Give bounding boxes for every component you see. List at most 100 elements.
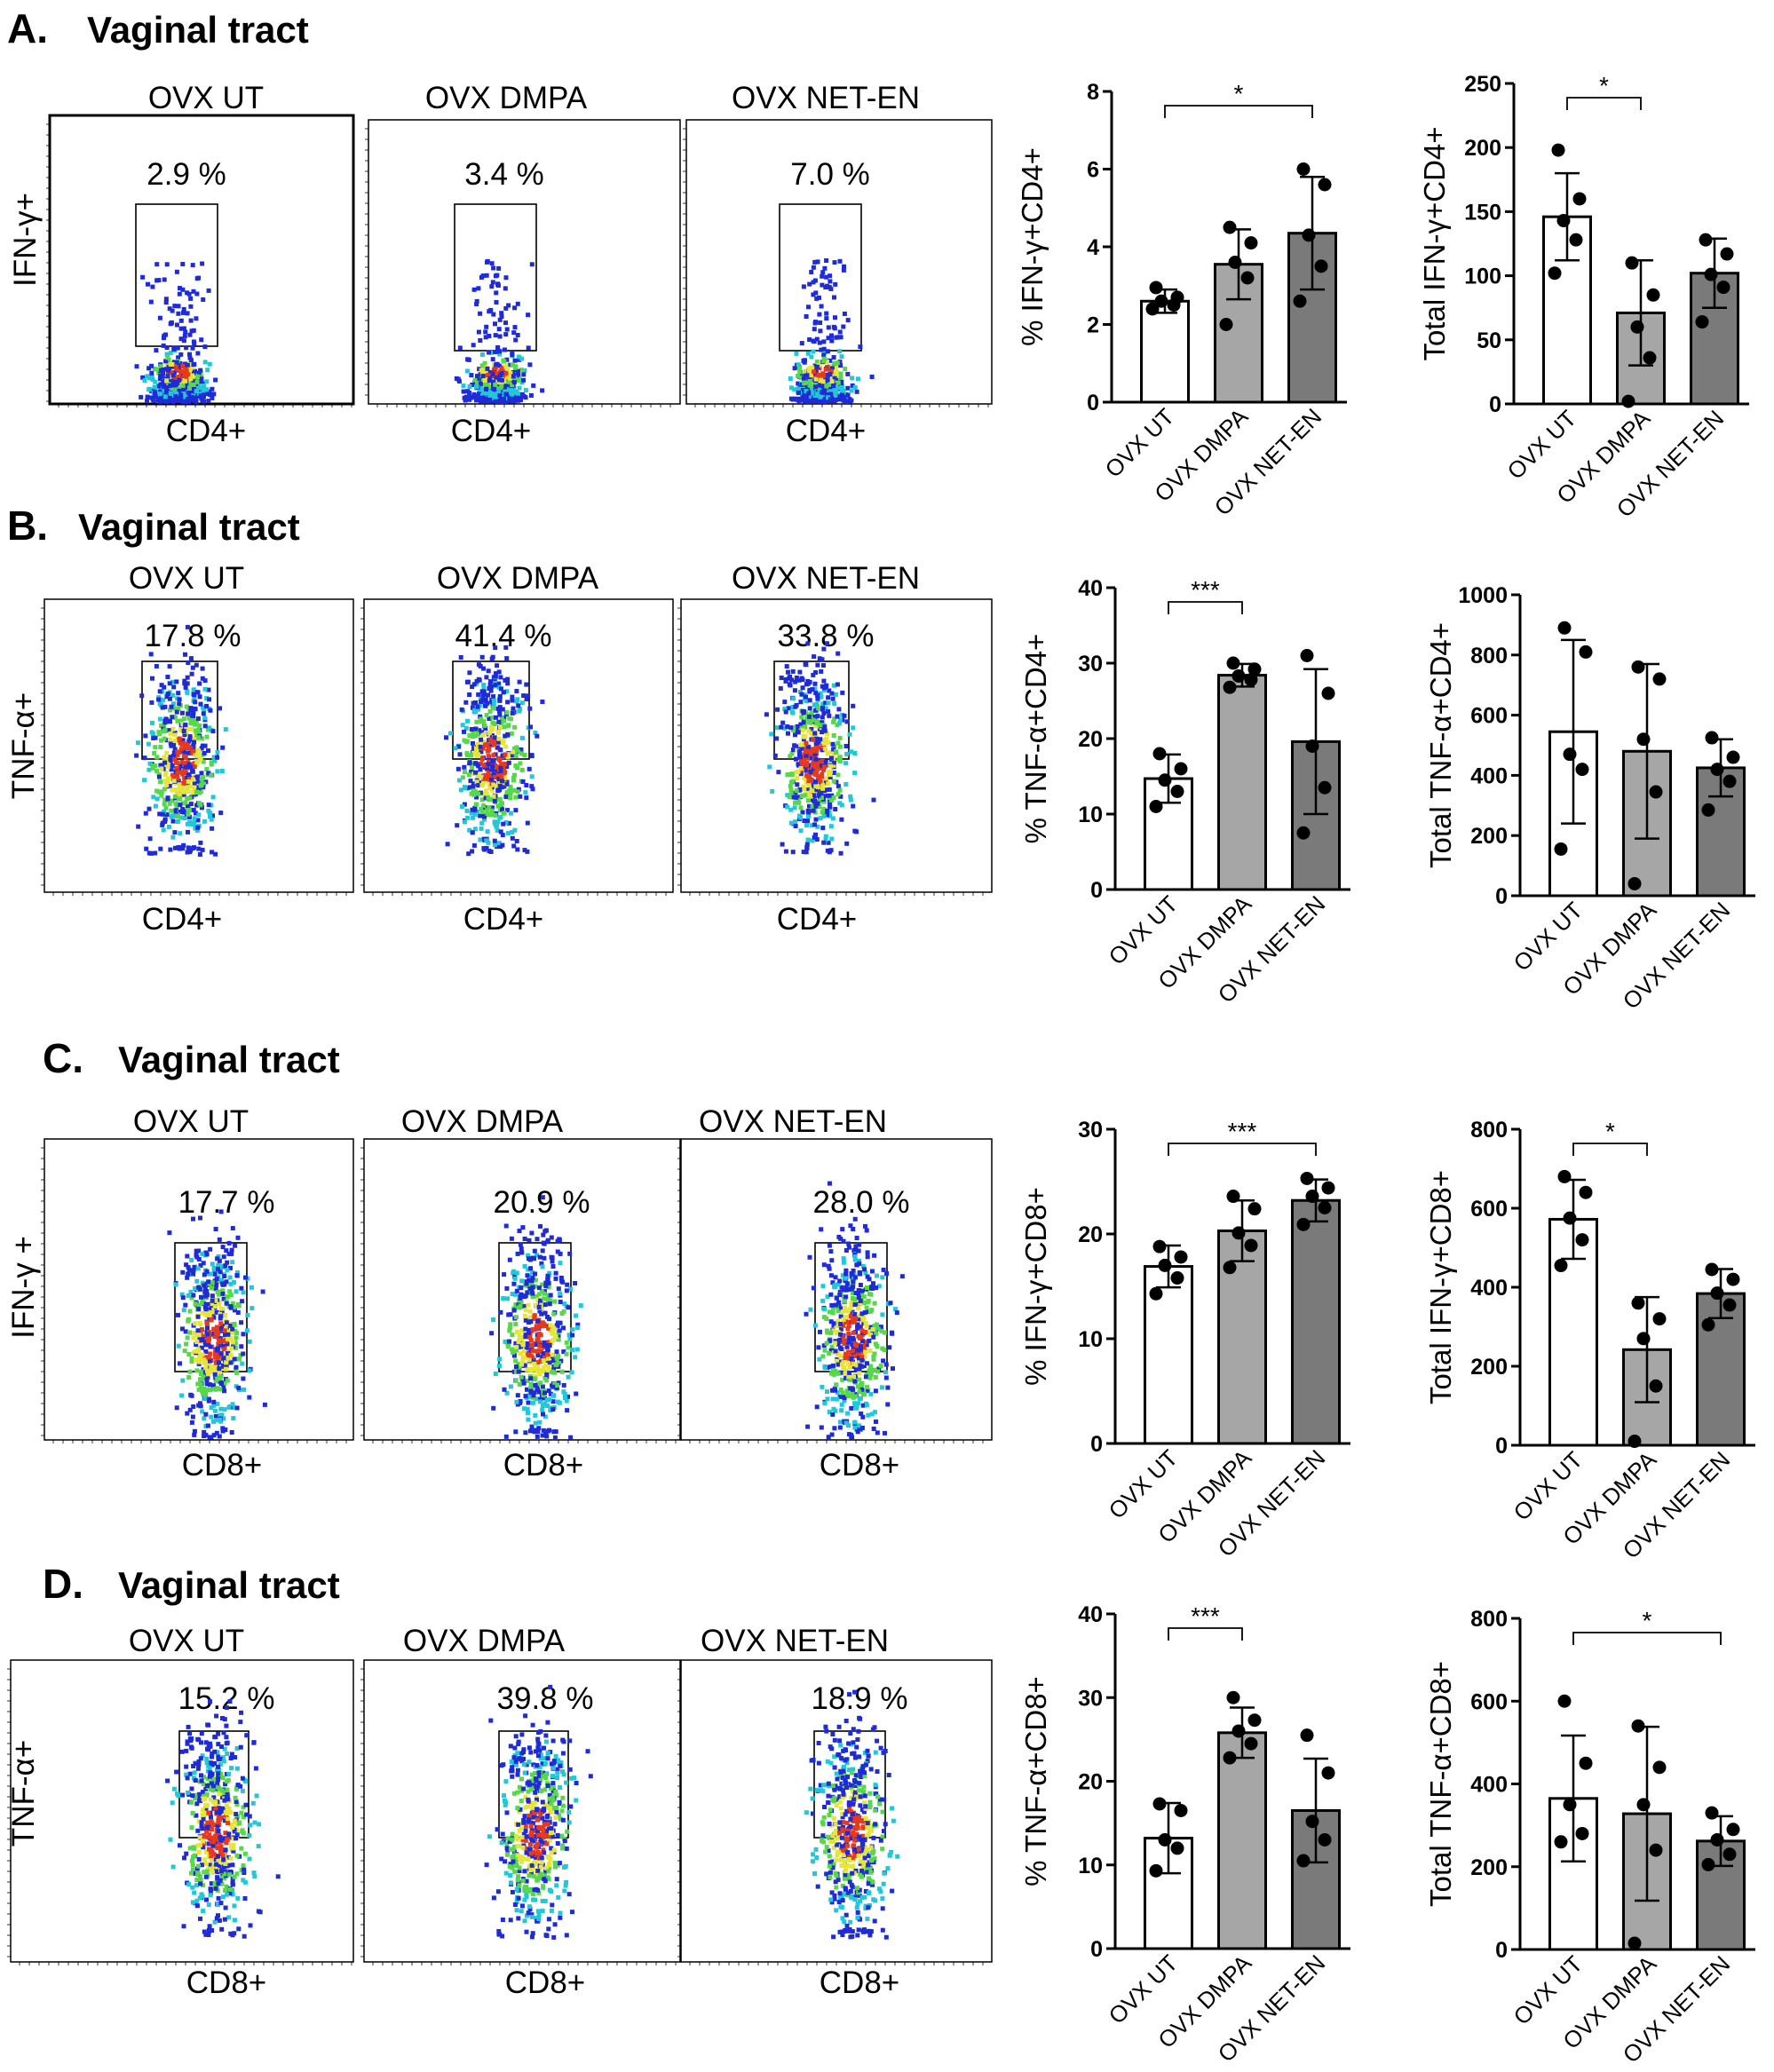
flow-axis-ticks [360, 607, 667, 896]
data-point [1321, 1766, 1335, 1780]
data-point [1170, 1841, 1184, 1855]
data-point [1232, 668, 1246, 683]
panel-title: Vaginal tract [78, 506, 300, 548]
data-point [1296, 1854, 1311, 1868]
y-tick-label: 200 [1464, 136, 1501, 161]
data-point [1704, 267, 1718, 281]
data-point [1219, 318, 1233, 331]
data-point [1556, 214, 1571, 228]
data-point [1293, 294, 1307, 308]
flow-plot-frame [363, 598, 674, 893]
flow-axis-ticks [683, 128, 989, 407]
data-point [1296, 826, 1311, 840]
y-tick-label: 0 [1489, 392, 1501, 417]
flow-gate-percentage: 3.4 % [464, 157, 544, 192]
data-point [1158, 1258, 1172, 1272]
data-point [1170, 290, 1184, 304]
flow-group-title: OVX UT [148, 81, 264, 115]
data-point [1636, 1332, 1651, 1346]
significance-label: *** [1228, 1118, 1257, 1145]
data-point [1174, 1250, 1188, 1264]
data-point [1625, 256, 1639, 270]
chart-y-label: Total TNF-α+CD4+ [1424, 622, 1457, 868]
data-point [1240, 271, 1255, 285]
flow-events [165, 1699, 281, 1939]
flow-group-title: OVX DMPA [437, 561, 599, 596]
data-point [1296, 162, 1311, 176]
y-tick-label: 30 [1078, 1118, 1103, 1143]
flow-gate-percentage: 20.9 % [494, 1185, 590, 1220]
significance-label: *** [1191, 1602, 1220, 1630]
y-tick-label: 0 [1090, 1937, 1103, 1962]
flow-axis-ticks [41, 1147, 347, 1443]
y-tick-label: 250 [1464, 72, 1501, 97]
flow-x-label: CD8+ [820, 1965, 899, 2000]
data-point [1223, 220, 1237, 234]
data-point [1569, 233, 1583, 247]
y-tick-label: 30 [1078, 1686, 1103, 1711]
data-point [1318, 1832, 1332, 1847]
data-point [1226, 1690, 1240, 1704]
y-tick-label: 2 [1087, 313, 1099, 338]
panel-letter: B. [7, 502, 48, 549]
y-tick-label: 0 [1087, 391, 1099, 415]
data-point [1699, 233, 1713, 247]
data-point [1643, 351, 1657, 365]
flow-x-label: CD8+ [505, 1965, 585, 2000]
significance-label: * [1599, 72, 1609, 99]
data-point [1631, 1296, 1645, 1310]
y-tick-label: 100 [1464, 265, 1501, 289]
flow-events [804, 1181, 905, 1440]
data-point [1152, 1797, 1167, 1811]
data-point [1579, 1756, 1593, 1770]
data-point [1305, 1815, 1319, 1829]
flow-plot-frame [10, 1659, 354, 1963]
significance-label: *** [1191, 576, 1220, 604]
flow-plot-frame [44, 598, 354, 893]
data-point [1720, 247, 1734, 261]
data-point [1579, 1185, 1593, 1199]
significance-label: * [1643, 1607, 1652, 1634]
flow-axis-ticks [365, 128, 671, 407]
chart-y-label: % IFN-γ+CD8+ [1019, 1187, 1052, 1386]
y-tick-label: 40 [1078, 576, 1103, 601]
flow-group-title: OVX UT [133, 1104, 249, 1139]
data-point [1300, 1728, 1314, 1743]
y-tick-label: 20 [1078, 1770, 1103, 1795]
data-point [1300, 1171, 1314, 1185]
y-tick-label: 10 [1078, 803, 1103, 827]
data-point [1575, 1826, 1589, 1840]
data-point [1145, 302, 1160, 316]
flow-axis-ticks [7, 1668, 352, 1965]
data-point [1575, 1233, 1589, 1247]
data-point [1244, 1736, 1258, 1751]
data-point [1579, 645, 1593, 659]
flow-y-label: TNF-α+ [6, 692, 41, 799]
data-point [1646, 288, 1660, 302]
y-tick-label: 0 [1090, 878, 1103, 903]
data-point [1228, 256, 1242, 269]
data-point [1318, 178, 1332, 192]
panel-letter: A. [7, 5, 48, 51]
chart-y-label: % TNF-α+CD4+ [1019, 634, 1052, 844]
bar [1140, 299, 1190, 404]
data-point [1652, 672, 1667, 686]
chart-y-label: % TNF-α+CD8+ [1019, 1676, 1052, 1886]
flow-x-label: CD4+ [451, 414, 531, 448]
data-point [1631, 1719, 1645, 1733]
flow-x-label: CD8+ [503, 1448, 583, 1483]
y-tick-label: 600 [1470, 704, 1508, 729]
flow-group-title: OVX NET-EN [732, 561, 920, 596]
flow-x-label: CD8+ [186, 1965, 266, 2000]
y-tick-label: 6 [1087, 158, 1099, 183]
data-point [1723, 1847, 1737, 1862]
flow-plot-frame [363, 1659, 681, 1963]
data-point [1554, 1835, 1568, 1849]
flow-plot-frame [48, 114, 355, 406]
data-point [1149, 1863, 1163, 1878]
flow-group-title: OVX NET-EN [701, 1624, 889, 1658]
flow-plot-frame [685, 119, 993, 405]
y-tick-label: 0 [1495, 1434, 1508, 1459]
